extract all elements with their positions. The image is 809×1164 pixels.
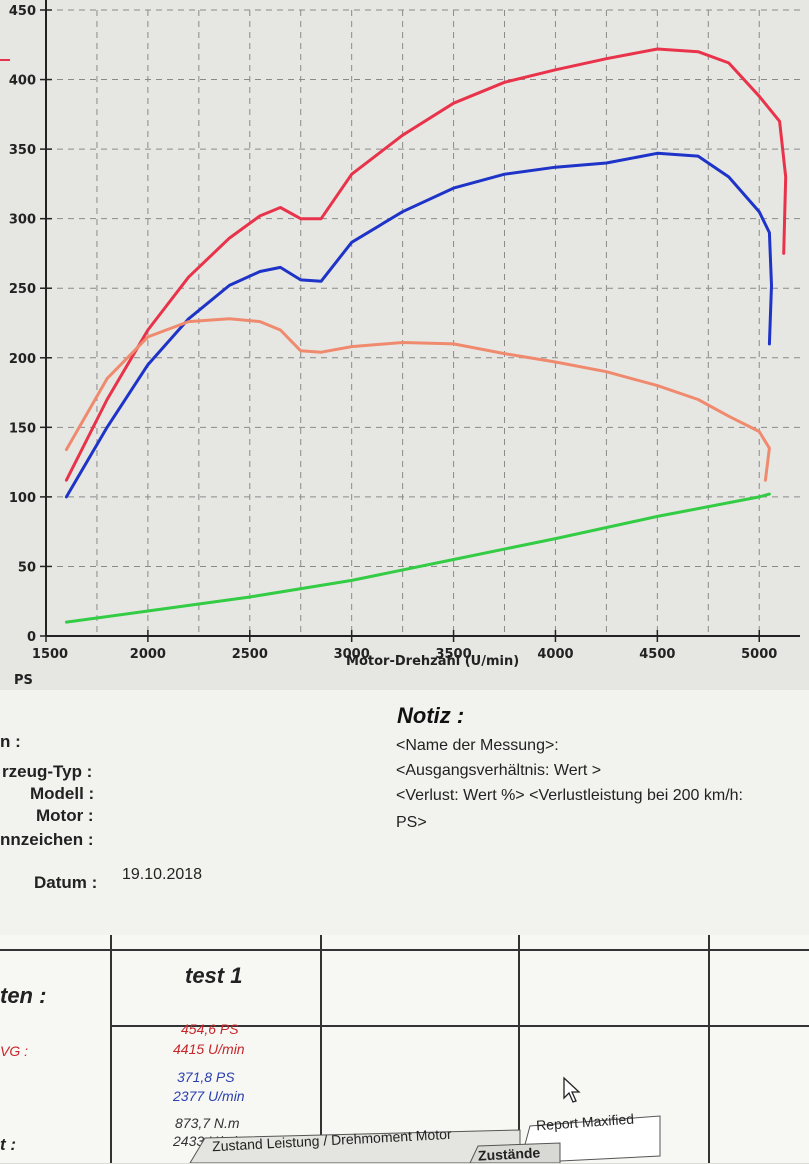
y-tick-label: 400 <box>9 74 36 89</box>
x-tick-label: 3000 <box>334 647 370 662</box>
y-tick-label: 50 <box>18 560 36 575</box>
y-tick-label: 200 <box>9 352 36 367</box>
vg-label: VG : <box>0 1043 29 1059</box>
x-tick-label: 5000 <box>741 647 777 662</box>
dyno-chart: 0 50 100 150 200 250 300 350 400 450 1500 2000 2500 3… <box>0 0 800 688</box>
label-datum: Datum : <box>34 873 98 892</box>
table-col-border-1 <box>110 935 112 1163</box>
table-top-border <box>0 949 809 951</box>
table-header-border <box>110 1025 809 1027</box>
x-tick-label: 4500 <box>639 647 675 662</box>
y-tick-label: 250 <box>9 282 36 297</box>
x-tick-label: 4000 <box>537 647 573 662</box>
y-axis-title: PS <box>14 673 33 688</box>
y-tick-label: 150 <box>9 421 36 436</box>
report-section-label: n : <box>0 732 21 751</box>
label-kennzeichen: nnzeichen : <box>0 830 94 849</box>
datum-value: 19.10.2018 <box>122 866 203 883</box>
x-axis-title: Motor-Drehzahl (U/min) <box>346 654 519 669</box>
label-motor: Motor : <box>36 806 94 825</box>
table-col-border-4 <box>708 935 710 1163</box>
max-power-value: 454,6 PS <box>181 1021 239 1037</box>
note-line-4: PS> <box>396 814 427 831</box>
tab-zustaende[interactable]: Zustände <box>477 1144 541 1164</box>
wheel-power-rpm: 2377 U/min <box>173 1088 245 1104</box>
x-tick-label: 2500 <box>232 647 268 662</box>
y-tick-label: 100 <box>9 491 36 506</box>
wheel-power-value: 371,8 PS <box>177 1069 235 1085</box>
note-line-1: <Name der Messung>: <box>396 737 559 754</box>
max-power-rpm: 4415 U/min <box>173 1041 245 1057</box>
note-line-3: <Verlust: Wert %> <Verlustleistung bei 2… <box>396 787 743 804</box>
series-line-3 <box>64 317 771 482</box>
x-tick-label: 3500 <box>435 647 471 662</box>
table-col-border-3 <box>518 935 520 1163</box>
table-col-title: test 1 <box>185 963 243 988</box>
x-tick-label: 2000 <box>130 647 166 662</box>
series-line-4 <box>64 492 771 624</box>
x-tick-label: 1500 <box>32 647 68 662</box>
label-modell: Modell : <box>30 784 95 803</box>
y-tick-label: 350 <box>9 143 36 158</box>
torque-value: 873,7 N.m <box>175 1115 240 1131</box>
dyno-chart-area: 0 50 100 150 200 250 300 350 400 450 1500 2000 2500 3… <box>0 0 809 690</box>
tab-shapes <box>189 1115 661 1163</box>
series-line-1 <box>64 47 788 482</box>
t-label: t : <box>0 1135 17 1154</box>
table-col-border-2 <box>320 935 322 1163</box>
table-row-label: ten : <box>0 983 47 1008</box>
tab-bar: Zustand Leistung / Drehmoment Motor Repo… <box>0 1108 809 1164</box>
series-line-2 <box>64 151 773 499</box>
note-line-2: <Ausgangsverhältnis: Wert > <box>396 762 602 779</box>
y-tick-label: 300 <box>9 213 36 228</box>
y-tick-label: 0 <box>27 630 36 645</box>
label-fahrzeug-typ: rzeug-Typ : <box>2 762 93 781</box>
mouse-cursor-icon <box>563 1076 581 1103</box>
results-table: ten : test 1 VG : t : 454,6 PS 4415 U/mi… <box>0 935 809 1163</box>
notiz-title: Notiz : <box>397 703 465 728</box>
y-tick-label: 450 <box>9 4 36 19</box>
